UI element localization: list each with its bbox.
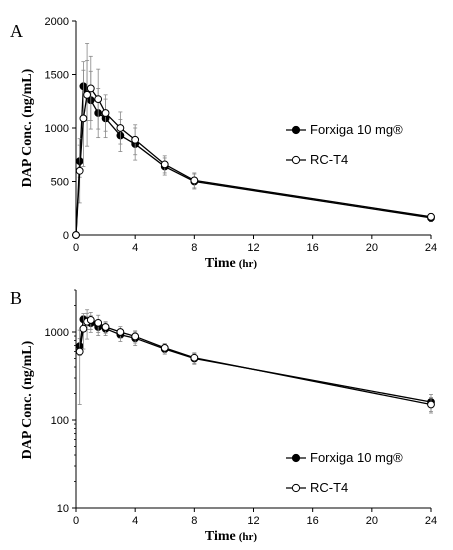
panel-b-legend-label-1: Forxiga 10 mg®	[310, 450, 403, 465]
data-point	[94, 95, 103, 104]
data-point	[101, 109, 110, 117]
panel-b: B 10 100 1000 0 4 8 12 16 20 24 DAP Conc. (ng/mL…	[10, 288, 437, 544]
panel-b-y-ticks: 10 100 1000	[45, 289, 76, 515]
x-tick-label: 16	[307, 515, 319, 527]
panel-b-legend-marker-1	[291, 453, 301, 463]
panel-b-label: B	[10, 288, 22, 308]
x-tick-label: 16	[307, 242, 319, 254]
panel-b-legend-label-2: RC-T4	[310, 480, 348, 495]
x-tick-label: 24	[425, 515, 437, 527]
panel-a: A 0 500 1000 1500 2000 0 4 8 12 16 20 24 DAP Conc.…	[10, 16, 437, 271]
data-point	[160, 343, 169, 352]
data-point	[190, 353, 199, 362]
data-point	[427, 400, 435, 409]
panel-a-x-axis-label: Time	[205, 256, 236, 271]
data-point	[427, 212, 435, 221]
data-point	[116, 124, 125, 132]
data-point	[116, 328, 125, 336]
data-point	[94, 318, 103, 327]
series-1	[75, 312, 435, 412]
panel-a-x-ticks: 0 4 8 12 16 20 24	[73, 235, 437, 254]
x-tick-label: 12	[247, 242, 259, 254]
data-point	[79, 324, 88, 333]
y-tick-label: 100	[51, 415, 69, 427]
data-point	[131, 135, 140, 144]
panel-a-legend-marker-1	[291, 125, 301, 135]
panel-a-legend: Forxiga 10 mg® RC-T4	[286, 122, 403, 167]
panel-b-legend: Forxiga 10 mg® RC-T4	[286, 450, 403, 495]
x-tick-label: 24	[425, 242, 437, 254]
y-tick-label: 2000	[45, 16, 69, 28]
panel-a-x-axis-unit: (hr)	[239, 258, 258, 270]
panel-a-legend-label-2: RC-T4	[310, 152, 348, 167]
panel-a-plot-area	[72, 43, 435, 239]
panel-b-x-ticks: 0 4 8 12 16 20 24	[73, 508, 437, 527]
y-tick-label: 1500	[45, 70, 69, 82]
series-line	[79, 318, 432, 403]
x-tick-label: 4	[132, 242, 138, 254]
data-point	[131, 332, 140, 341]
series-2	[75, 309, 435, 414]
y-tick-label: 0	[63, 230, 69, 242]
x-tick-label: 20	[366, 515, 378, 527]
panel-a-legend-label-1: Forxiga 10 mg®	[310, 122, 403, 137]
data-point	[86, 316, 95, 324]
data-point	[83, 90, 91, 99]
x-tick-label: 0	[73, 242, 79, 254]
y-tick-label: 10	[57, 503, 69, 515]
panel-b-x-axis-unit: (hr)	[239, 531, 258, 543]
panel-b-y-axis-title: DAP Conc. (ng/mL)	[20, 340, 35, 459]
panel-a-legend-marker-2	[291, 155, 301, 165]
y-tick-label: 1000	[45, 123, 69, 135]
series-line	[75, 84, 432, 236]
x-tick-label: 8	[191, 242, 197, 254]
y-tick-label: 500	[51, 177, 69, 189]
panel-a-label: A	[10, 21, 23, 41]
data-point	[75, 347, 84, 356]
series-1	[72, 60, 435, 239]
data-point	[75, 166, 84, 175]
x-tick-label: 20	[366, 242, 378, 254]
panel-a-y-axis-title: DAP Conc. (ng/mL)	[20, 68, 35, 187]
data-point	[190, 176, 199, 185]
data-point	[79, 114, 88, 123]
x-tick-label: 8	[191, 515, 197, 527]
x-tick-label: 0	[73, 515, 79, 527]
panel-b-plot-area	[75, 309, 435, 414]
panel-a-x-axis-title: Time (hr)	[205, 256, 258, 271]
panel-b-x-axis-title: Time (hr)	[205, 529, 258, 544]
panel-b-x-axis-label: Time	[205, 529, 236, 544]
panel-a-y-ticks: 0 500 1000 1500 2000	[45, 16, 76, 242]
panel-b-legend-marker-2	[291, 483, 301, 493]
x-tick-label: 4	[132, 515, 138, 527]
data-point	[160, 160, 169, 169]
series-line	[75, 87, 432, 236]
y-tick-label: 1000	[45, 327, 69, 339]
series-2	[72, 43, 435, 239]
data-point	[72, 231, 80, 239]
data-point	[101, 323, 110, 331]
x-tick-label: 12	[247, 515, 259, 527]
data-point	[86, 84, 95, 93]
